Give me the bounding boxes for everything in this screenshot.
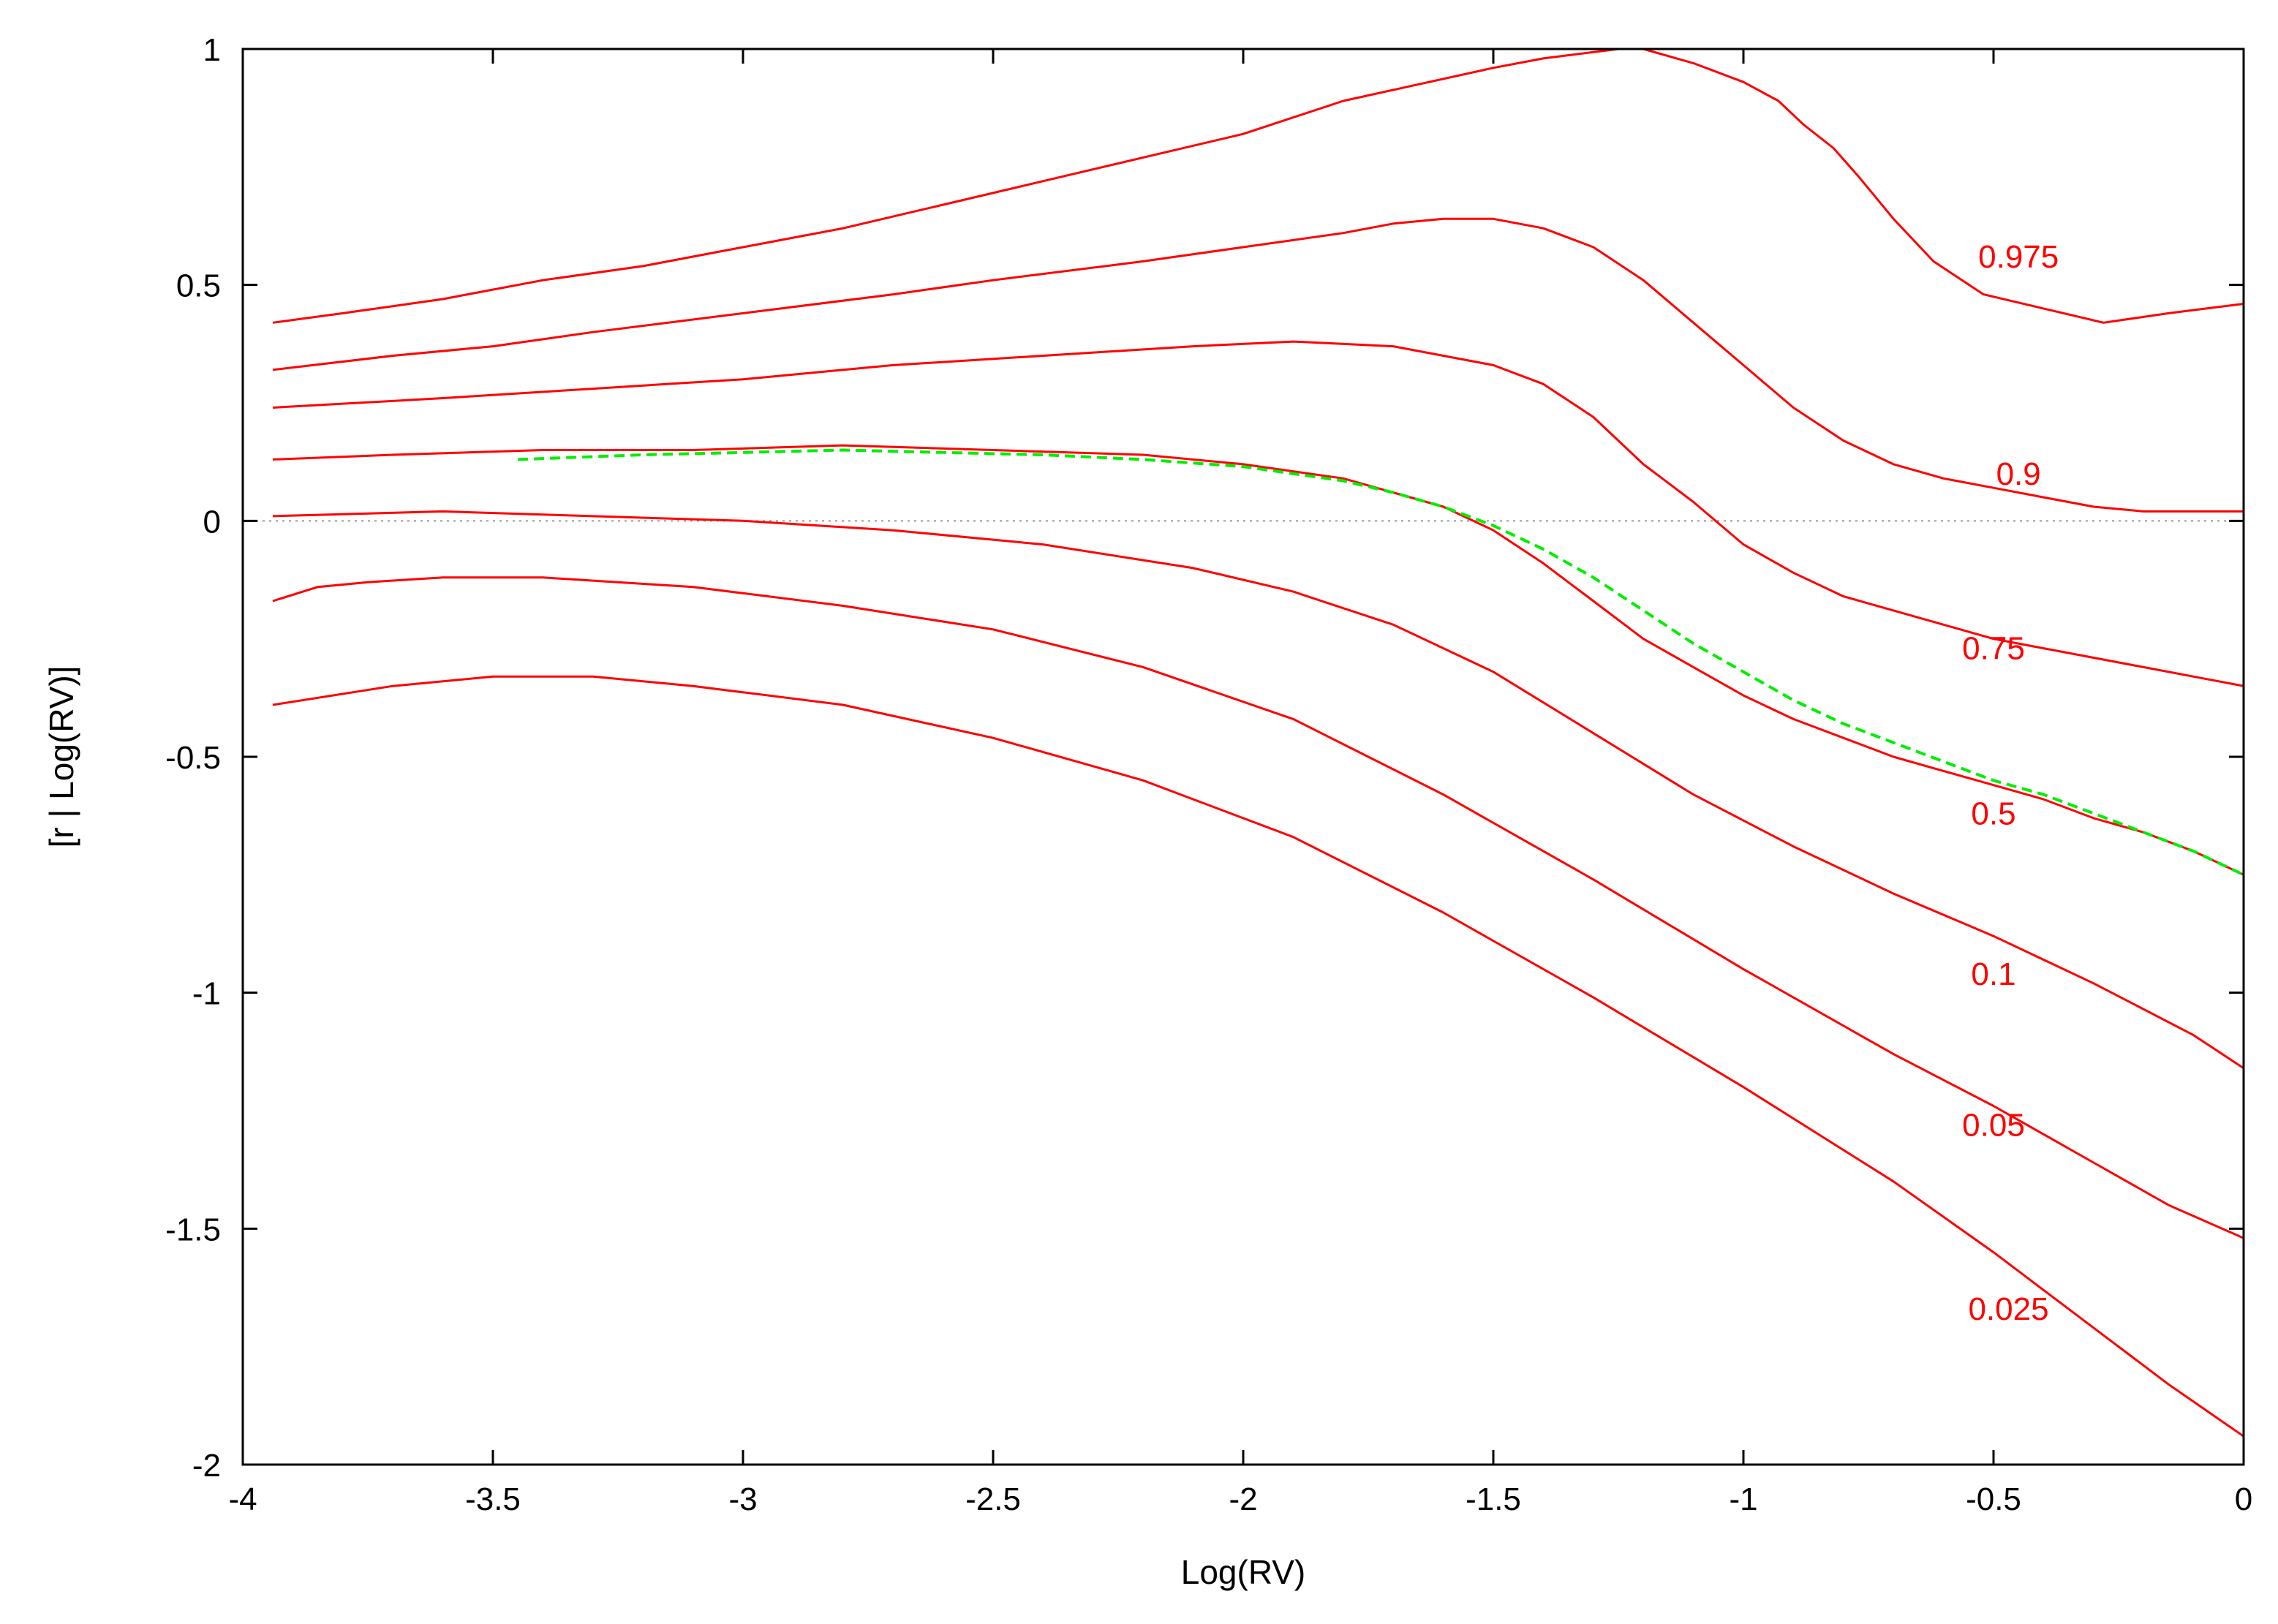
x-tick-label: -1 — [1729, 1481, 1757, 1517]
y-tick-label: 1 — [203, 32, 221, 68]
quantile-line-0.5 — [272, 444, 2244, 876]
series-label: 0.1 — [1971, 956, 2015, 992]
series-label: 0.975 — [1978, 239, 2059, 275]
series-label: 0.5 — [1971, 796, 2015, 831]
quantile-line-0.05 — [272, 576, 2244, 1239]
x-tick-label: -1.5 — [1466, 1481, 1521, 1517]
series-label: 0.025 — [1968, 1291, 2048, 1327]
y-axis-title: [r | Log(RV)] — [42, 666, 80, 848]
quantile-line-0.75 — [272, 340, 2244, 687]
x-tick-label: -4 — [228, 1481, 257, 1517]
x-tick-label: -2 — [1229, 1481, 1257, 1517]
series-label: 0.05 — [1962, 1107, 2025, 1143]
x-tick-label: 0 — [2235, 1481, 2252, 1517]
x-tick-label: -3.5 — [465, 1481, 521, 1517]
y-tick-label: 0 — [203, 504, 221, 540]
x-tick-label: -3 — [728, 1481, 757, 1517]
x-axis-title: Log(RV) — [1181, 1553, 1305, 1591]
series-label: 0.9 — [1996, 456, 2041, 492]
quantile-line-0.9 — [272, 217, 2244, 513]
y-tick-label: -0.5 — [165, 740, 221, 776]
series-labels-layer: 0.975 0.9 0.75 0.5 0.1 0.05 0.025 — [1962, 239, 2059, 1327]
series-layer — [272, 48, 2244, 1438]
quantile-line-0.025 — [272, 675, 2244, 1438]
ticks-layer: -4 -3.5 -3 -2.5 -2 -1.5 -1 -0.5 0 -2 -1.5 -1 -0.5 0 0.… — [165, 32, 2252, 1517]
series-label: 0.75 — [1962, 631, 2025, 667]
x-tick-label: -2.5 — [965, 1481, 1021, 1517]
y-tick-label: -2 — [192, 1448, 221, 1484]
reference-dashed-line — [518, 448, 2244, 877]
quantile-line-0.1 — [272, 510, 2244, 1070]
quantile-line-0.975 — [272, 48, 2244, 324]
y-tick-label: -1 — [192, 976, 221, 1012]
y-tick-label: 0.5 — [176, 268, 221, 304]
y-tick-label: -1.5 — [165, 1212, 221, 1247]
x-tick-label: -0.5 — [1966, 1481, 2021, 1517]
